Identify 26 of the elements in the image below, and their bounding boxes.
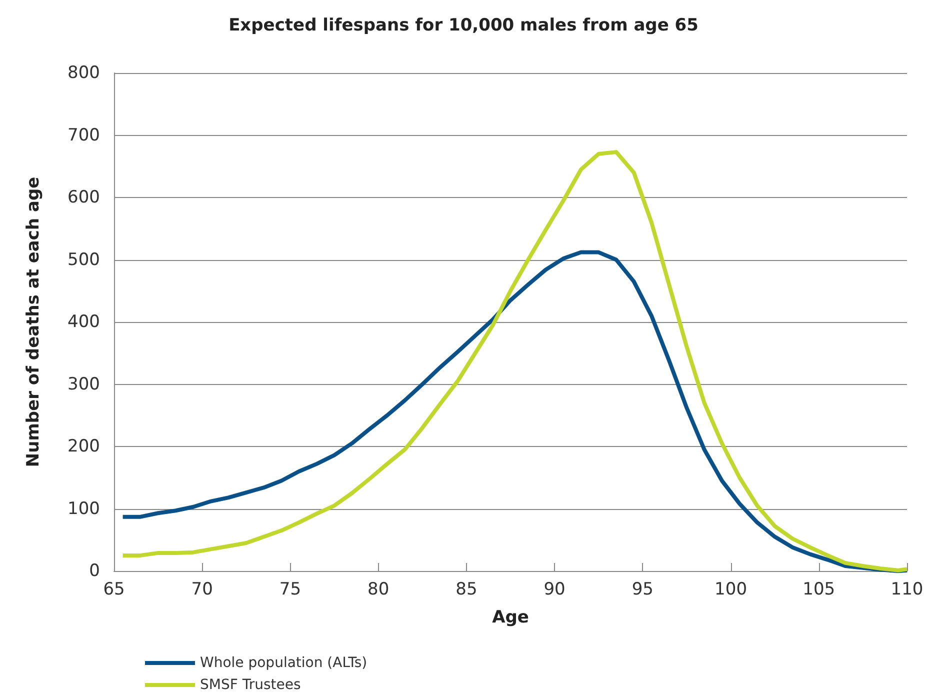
legend-label: Whole population (ALTs) <box>200 655 368 671</box>
x-tick-label: 70 <box>191 580 213 600</box>
y-tick-label: 700 <box>68 125 100 146</box>
x-tick-label: 90 <box>544 580 566 600</box>
y-tick-label: 500 <box>68 250 100 270</box>
x-tick-label: 100 <box>714 580 748 600</box>
x-axis-title: Age <box>492 608 529 628</box>
line-series <box>120 250 909 573</box>
y-axis-title: Number of deaths at each age <box>24 176 44 468</box>
x-tick-label: 65 <box>103 580 125 600</box>
y-tick-label: 100 <box>68 498 100 519</box>
y-tick-label: 400 <box>68 312 100 332</box>
y-tick-label: 300 <box>68 374 100 394</box>
x-tick-label: 85 <box>456 580 478 600</box>
y-tick-label: 200 <box>68 436 100 456</box>
chart-title: Expected lifespans for 10,000 males from age 65 <box>228 16 698 36</box>
x-tick-label: 75 <box>279 580 302 600</box>
y-tick-label: 0 <box>89 561 100 581</box>
x-tick-label: 105 <box>802 580 836 600</box>
legend-label: SMSF Trustees <box>200 677 301 693</box>
y-tick-label: 800 <box>68 63 100 83</box>
x-tick-label: 80 <box>368 580 390 600</box>
y-tick-label: 600 <box>68 188 100 208</box>
line-series <box>120 150 909 572</box>
x-tick-label: 110 <box>890 580 924 600</box>
x-tick-label: 95 <box>632 580 654 600</box>
